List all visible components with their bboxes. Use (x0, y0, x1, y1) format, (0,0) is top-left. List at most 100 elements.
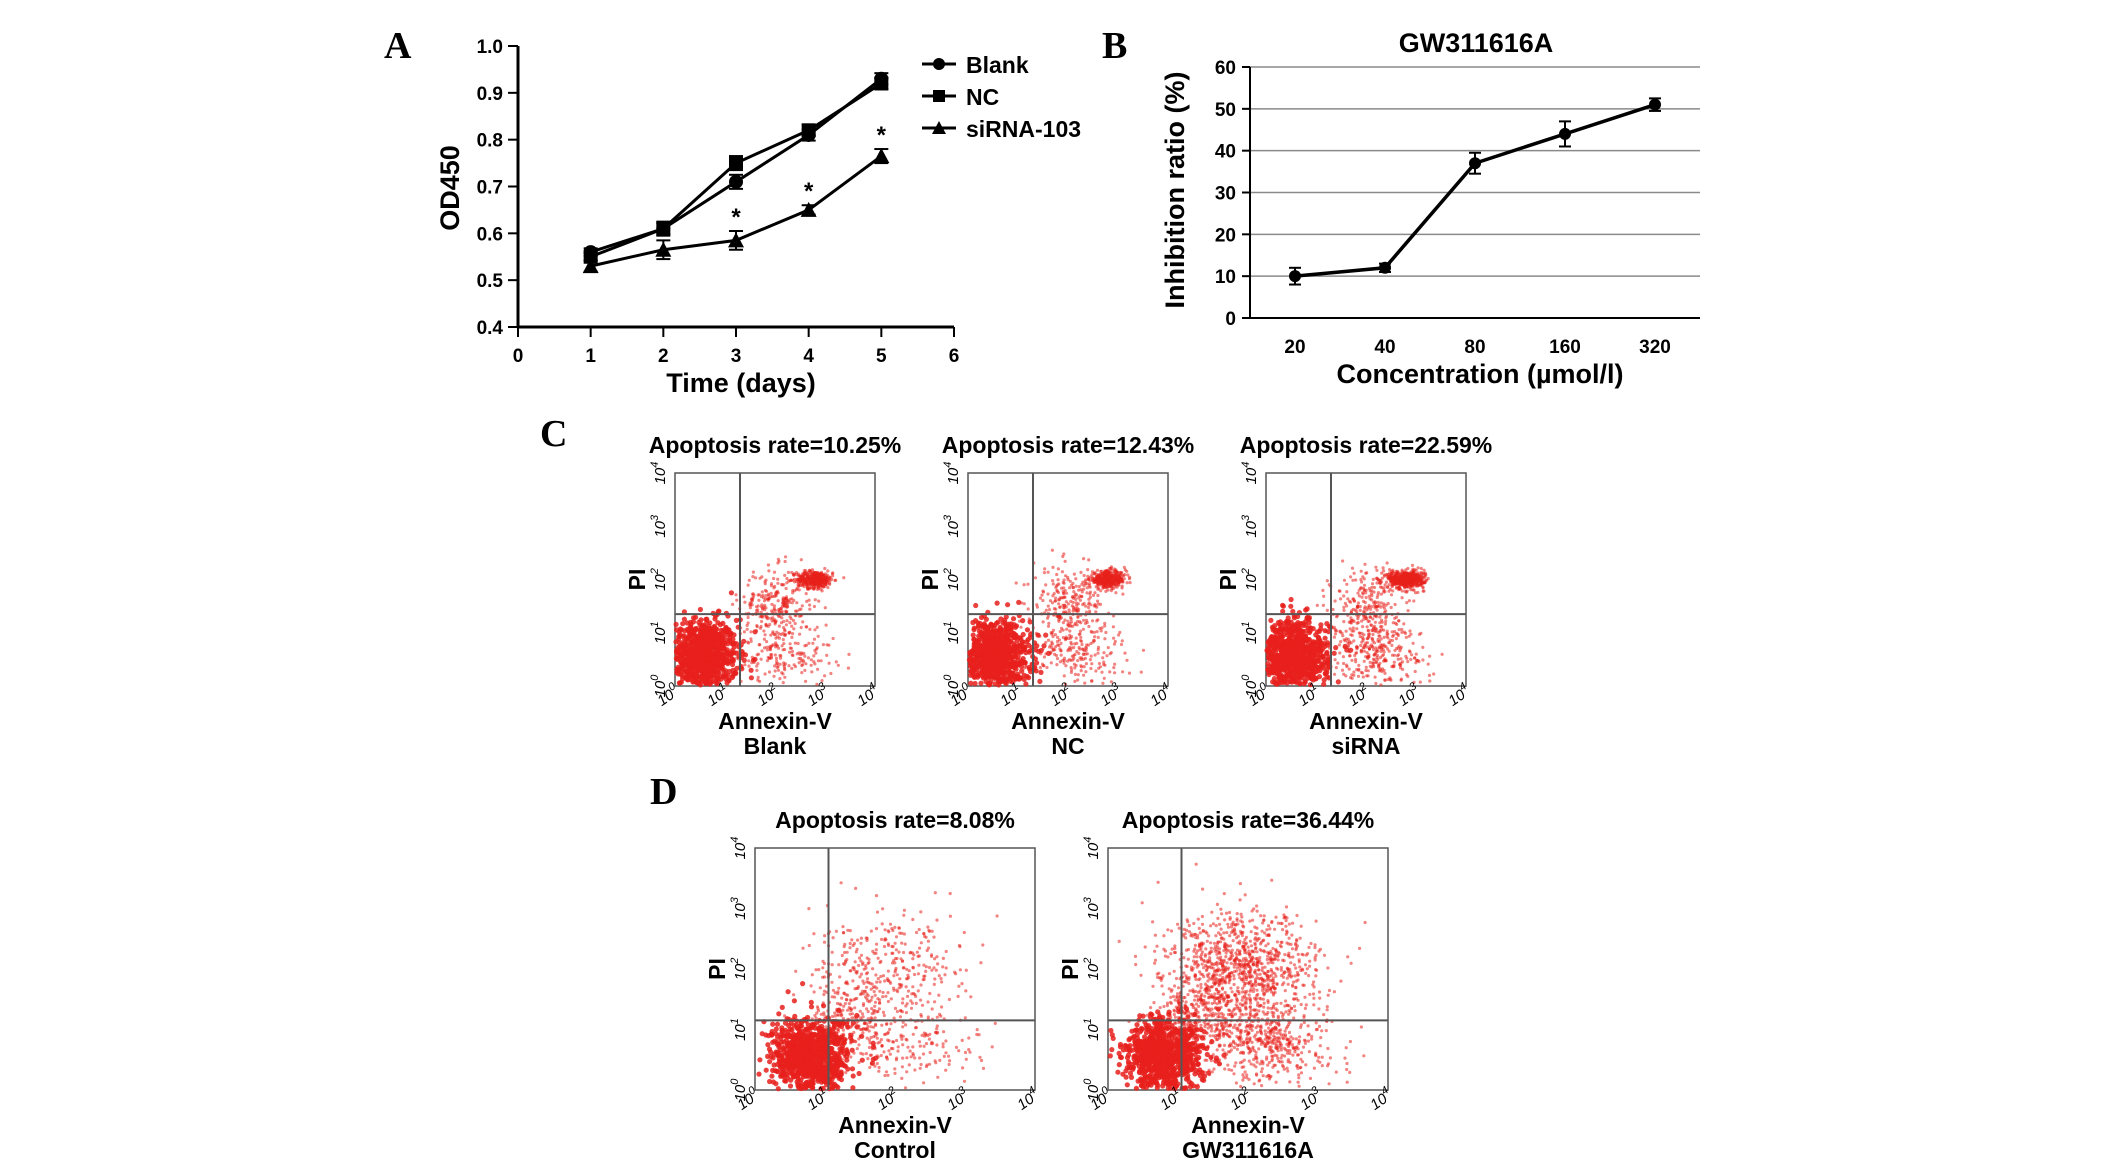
flow-event (783, 559, 787, 564)
flow-event (718, 666, 725, 672)
chart-a-point-sirna-103 (800, 201, 817, 217)
chart-b-series-line (1294, 102, 1656, 278)
flow-event (791, 632, 795, 636)
flow-event (1064, 600, 1068, 604)
flow-event (766, 563, 771, 567)
flow-event (1112, 582, 1116, 587)
flow-event (1055, 572, 1059, 577)
flow-event (1079, 570, 1083, 575)
chart-a-x-tick-label: 2 (658, 346, 669, 367)
chart-a-legend-marker-blank (933, 58, 945, 70)
flow-event (762, 629, 766, 633)
flow-event (749, 601, 753, 605)
flow-event (764, 623, 768, 627)
flow-event (681, 646, 687, 652)
flow-event (1119, 577, 1123, 581)
flow-event (1101, 681, 1105, 685)
flow-event (720, 640, 726, 647)
flow-event (774, 594, 778, 598)
flow-event (761, 606, 765, 610)
flow-event (788, 615, 792, 619)
flow-event (718, 649, 724, 656)
flow-event (717, 631, 723, 637)
flow-event (1300, 622, 1307, 629)
flow-event (805, 585, 810, 589)
flow-event (1122, 577, 1126, 581)
flow-event (790, 649, 795, 654)
flow-event (750, 655, 754, 659)
flow-event (735, 598, 739, 602)
flow-event (1068, 629, 1072, 633)
flow-event (968, 680, 974, 686)
flow-event (1079, 657, 1083, 662)
flow-event (1375, 568, 1379, 572)
flow-event (709, 646, 715, 652)
flow-event (1391, 570, 1395, 574)
flow-event (1090, 662, 1094, 666)
flow-event (1388, 577, 1392, 581)
flow-event (795, 586, 799, 591)
flow-event (801, 620, 805, 624)
flow-event (1088, 595, 1092, 599)
flow-event (1370, 582, 1375, 586)
chart-b-y-tick-label: 0 (1225, 309, 1236, 330)
flow-event (1303, 637, 1309, 643)
flow-event (971, 674, 977, 680)
flow-event (813, 598, 817, 602)
flow-event (1106, 646, 1110, 650)
flow-event (813, 628, 817, 632)
flow-event (1105, 654, 1109, 658)
flow-event (803, 654, 807, 658)
flow-event (1062, 591, 1066, 596)
flow-event (749, 639, 753, 644)
flow-event (687, 636, 694, 642)
flow-event (748, 675, 755, 681)
flow-event (1083, 681, 1087, 685)
flow-event (784, 597, 788, 601)
flow-event (725, 659, 732, 665)
flow-event (810, 670, 814, 674)
flow-event (1055, 663, 1059, 667)
flow-event (703, 616, 709, 623)
flow-event (690, 641, 696, 647)
flow-event (750, 661, 754, 665)
flow-event (1043, 632, 1049, 638)
flow-event (797, 584, 801, 588)
flow-event (1285, 652, 1291, 659)
flow-event (997, 660, 1004, 667)
flow-event (1393, 602, 1397, 607)
flow-plot-y-tick-base: 10 (945, 520, 962, 537)
flow-event (803, 668, 807, 673)
flow-event (1294, 625, 1300, 631)
flow-event (783, 600, 787, 605)
flow-event (1122, 565, 1126, 570)
flow-event (1424, 579, 1428, 583)
chart-b-x-tick-label: 20 (1284, 337, 1305, 358)
chart-b-y-label: Inhibition ratio (%) (1160, 72, 1190, 309)
flow-plot-y-tick-exponent: 3 (649, 514, 661, 521)
flow-plot-y-tick-label: 102 (649, 568, 669, 591)
flow-event (1089, 654, 1093, 658)
flow-event (799, 558, 803, 562)
flow-event (701, 661, 708, 667)
flow-event (1283, 674, 1289, 680)
flow-event (769, 584, 774, 588)
chart-a-legend-label: Blank (966, 52, 1029, 78)
flow-event (673, 627, 680, 633)
flow-plot-y-tick-base: 10 (945, 467, 962, 484)
flow-event (1041, 589, 1045, 593)
flow-event (980, 636, 986, 643)
flow-event (699, 624, 706, 630)
flow-event (773, 669, 777, 673)
chart-a-point-nc (874, 76, 889, 91)
panel-label-a: A (384, 25, 412, 67)
flow-event (1085, 591, 1089, 595)
flow-event (1266, 671, 1272, 678)
flow-event (720, 661, 726, 667)
flow-event (790, 624, 794, 628)
flow-event (772, 576, 776, 581)
flow-event (970, 632, 976, 638)
flow-event (1051, 634, 1055, 639)
chart-b-y-tick-label: 40 (1215, 142, 1236, 163)
